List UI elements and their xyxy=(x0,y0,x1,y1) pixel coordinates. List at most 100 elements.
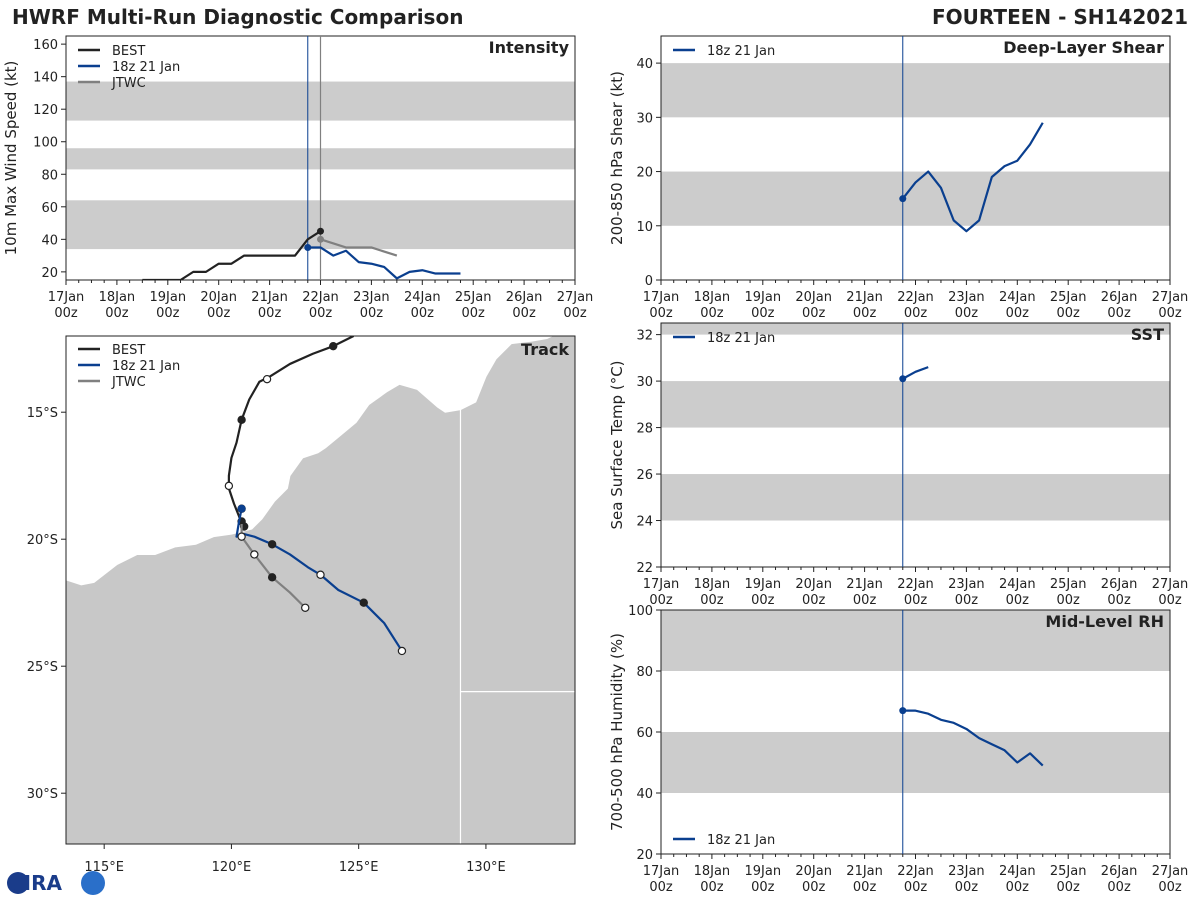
intensity-series-run-marker xyxy=(304,243,312,251)
sst-xtick-date: 21Jan xyxy=(846,577,883,592)
rh-ylabel: 700-500 hPa Humidity (%) xyxy=(608,633,626,831)
intensity-series-best-marker xyxy=(317,227,324,235)
intensity-series-jtwc-line xyxy=(320,238,398,257)
sst-frame xyxy=(660,322,1171,568)
sst-ytick-label: 32 xyxy=(636,329,653,344)
rh-xtick-date: 21Jan xyxy=(846,864,883,879)
intensity-xtick-hour: 00z xyxy=(105,306,129,321)
rh-xtick-hour: 00z xyxy=(1107,880,1131,895)
shear-xtick-hour: 00z xyxy=(751,306,775,321)
intensity-xtick-hour: 00z xyxy=(309,306,333,321)
intensity-xtick-date: 18Jan xyxy=(99,290,136,305)
intensity-ytick-label: 100 xyxy=(33,136,58,151)
rh-xtick-date: 18Jan xyxy=(694,864,731,879)
shear-xtick-date: 18Jan xyxy=(694,290,731,305)
rh-xtick-date: 24Jan xyxy=(999,864,1036,879)
sst-xtick-hour: 00z xyxy=(1158,593,1182,608)
track-jtwc-point xyxy=(301,603,310,612)
track-map-layer xyxy=(66,336,575,844)
shear-band xyxy=(661,63,1170,118)
shear-xtick-date: 22Jan xyxy=(897,290,934,305)
track-xtick-label: 125°E xyxy=(339,860,379,875)
rh-xtick-date: 25Jan xyxy=(1050,864,1087,879)
rh-ytick-label: 80 xyxy=(636,665,653,680)
shear-xtick-hour: 00z xyxy=(1006,306,1030,321)
intensity-xtick-hour: 00z xyxy=(411,306,435,321)
intensity-ytick-label: 80 xyxy=(41,168,58,183)
rh-title: Mid-Level RH xyxy=(1045,612,1164,631)
track-best-point xyxy=(224,481,234,491)
rh-ytick-label: 20 xyxy=(636,848,653,863)
intensity-xtick-date: 24Jan xyxy=(404,290,441,305)
sst-xtick-date: 23Jan xyxy=(948,577,985,592)
track-jtwc-point xyxy=(250,550,259,559)
cira-logo-globe-icon xyxy=(7,872,29,894)
sst-ytick-label: 30 xyxy=(636,375,653,390)
intensity-xtick-date: 19Jan xyxy=(150,290,187,305)
cira-logo-text: CIRA xyxy=(9,871,63,895)
sst-xtick-date: 18Jan xyxy=(694,577,731,592)
intensity-xtick-hour: 00z xyxy=(360,306,384,321)
shear-xtick-date: 21Jan xyxy=(846,290,883,305)
sst-xtick-hour: 00z xyxy=(853,593,877,608)
rh-xtick-date: 27Jan xyxy=(1152,864,1189,879)
intensity-ytick-label: 60 xyxy=(41,201,58,216)
sst-series-run-marker xyxy=(899,375,907,383)
rh-xtick-hour: 00z xyxy=(853,880,877,895)
intensity-xtick-hour: 00z xyxy=(156,306,180,321)
track-best-line xyxy=(227,336,355,528)
sst-xtick-hour: 00z xyxy=(904,593,928,608)
intensity-xtick-hour: 00z xyxy=(563,306,587,321)
shear-xtick-date: 23Jan xyxy=(948,290,985,305)
rh-xtick-date: 26Jan xyxy=(1101,864,1138,879)
rh-ytick-label: 60 xyxy=(636,726,653,741)
shear-xtick-hour: 00z xyxy=(1107,306,1131,321)
sst-xtick-date: 25Jan xyxy=(1050,577,1087,592)
intensity-ytick-label: 20 xyxy=(41,266,58,281)
sst-xtick-hour: 00z xyxy=(649,593,673,608)
sst-ytick-label: 22 xyxy=(636,561,653,576)
intensity-xtick-date: 23Jan xyxy=(353,290,390,305)
intensity-xtick-hour: 00z xyxy=(462,306,486,321)
track-ytick-label: 30°S xyxy=(27,787,58,802)
track-run-point xyxy=(359,598,368,607)
shear-xtick-hour: 00z xyxy=(955,306,979,321)
shear-xtick-date: 20Jan xyxy=(795,290,832,305)
track-jtwc-point xyxy=(237,532,246,541)
intensity-series-best-line xyxy=(142,230,322,280)
intensity-ytick-label: 160 xyxy=(33,38,58,53)
sst-xtick-date: 20Jan xyxy=(795,577,832,592)
rh-xtick-hour: 00z xyxy=(955,880,979,895)
shear-xtick-hour: 00z xyxy=(802,306,826,321)
intensity-series-jtwc-marker xyxy=(317,235,324,243)
intensity-ytick-label: 140 xyxy=(33,71,58,86)
rh-xtick-hour: 00z xyxy=(751,880,775,895)
sst-xtick-hour: 00z xyxy=(1057,593,1081,608)
shear-xtick-hour: 00z xyxy=(904,306,928,321)
intensity-xtick-hour: 00z xyxy=(258,306,282,321)
track-jtwc-point xyxy=(267,573,277,582)
shear-series-run-line xyxy=(901,122,1044,233)
shear-title: Deep-Layer Shear xyxy=(1003,38,1164,57)
shear-xtick-hour: 00z xyxy=(1158,306,1182,321)
rh-xtick-hour: 00z xyxy=(700,880,724,895)
intensity-ylabel: 10m Max Wind Speed (kt) xyxy=(2,61,20,256)
intensity-ytick-label: 120 xyxy=(33,103,58,118)
track-frame xyxy=(65,335,576,845)
intensity-xtick-hour: 00z xyxy=(207,306,231,321)
track-ytick-label: 15°S xyxy=(27,406,58,421)
rh-xtick-hour: 00z xyxy=(802,880,826,895)
rh-legend-label-run: 18z 21 Jan xyxy=(707,833,775,848)
track-best-point xyxy=(329,341,338,351)
sst-xtick-date: 24Jan xyxy=(999,577,1036,592)
intensity-xtick-date: 22Jan xyxy=(302,290,339,305)
shear-ytick-label: 0 xyxy=(645,274,653,289)
intensity-xtick-date: 26Jan xyxy=(506,290,543,305)
rh-ytick-label: 40 xyxy=(636,787,653,802)
sst-legend-label-run: 18z 21 Jan xyxy=(707,331,775,346)
rh-xtick-date: 19Jan xyxy=(745,864,782,879)
rh-xtick-date: 20Jan xyxy=(795,864,832,879)
shear-series-run-marker xyxy=(899,195,907,203)
sst-xtick-hour: 00z xyxy=(700,593,724,608)
shear-band xyxy=(661,171,1170,226)
